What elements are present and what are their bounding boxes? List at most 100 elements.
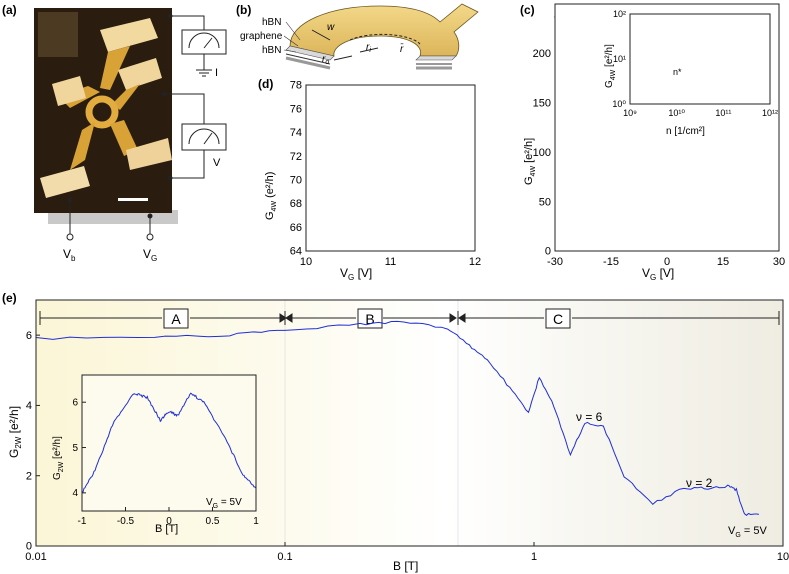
- c-ylabel: G4W [e²/h]: [523, 138, 537, 185]
- e-inset-xlabel: B [T]: [155, 523, 178, 535]
- voltmeter-icon: [181, 123, 227, 151]
- scale-bar: [118, 198, 148, 201]
- c-inset-ytick-label: 10⁰: [612, 99, 626, 109]
- panel-b-label: (b): [236, 3, 251, 17]
- current-label: I: [215, 67, 218, 79]
- region-a-label: A: [171, 311, 181, 327]
- layer-bottom-label: hBN: [262, 45, 281, 56]
- panel-c-label: (c): [520, 3, 535, 17]
- c-main-ytick-label: 100: [533, 147, 551, 159]
- c-main-xtick-label: 0: [664, 256, 670, 268]
- d-ytick-label: 70: [290, 175, 302, 187]
- c-inset-xtick-label: 10¹²: [762, 108, 778, 118]
- e-main-ytick-label: 6: [26, 330, 32, 342]
- d-ytick-label: 66: [290, 222, 302, 234]
- c-inset-ytick-label: 10¹: [613, 54, 626, 64]
- e-main-xtick-label: 0.01: [25, 551, 46, 563]
- c-main-ytick-label: 0: [545, 246, 551, 258]
- panel-e-label: (e): [2, 291, 17, 305]
- c-main-xtick-label: -30: [547, 256, 563, 268]
- chart-c-inset: 10⁹ 10¹⁰ 10¹¹ 10¹² 10⁰ 10¹ 10²: [612, 9, 778, 118]
- r-label: r̄: [400, 42, 404, 55]
- device-contacts: [38, 12, 172, 201]
- chart-e-inset: -1 -0.5 0 0.5 1 4 5 6: [72, 374, 259, 527]
- panel-b: (b) hBN graphene hBN w ri ro r̄: [236, 3, 479, 70]
- nu6-label: ν = 6: [576, 410, 603, 424]
- ammeter-icon: [181, 29, 227, 55]
- region-b-label: B: [365, 311, 374, 327]
- e-main-series-0: [35, 320, 759, 516]
- ring-schematic: [285, 3, 479, 70]
- d-ytick-label: 76: [290, 103, 302, 115]
- d-ytick-label: 72: [290, 151, 302, 163]
- d-xtick-label: 11: [385, 256, 396, 268]
- region-c-label: C: [553, 311, 563, 327]
- e-xlabel: B [T]: [393, 559, 418, 573]
- panel-a-label: (a): [2, 3, 17, 17]
- e-main-xtick-label: 0.1: [277, 551, 292, 563]
- vg-label: VG: [143, 247, 157, 263]
- c-xlabel: VG [V]: [642, 266, 674, 282]
- c-inset-xtick-label: 10⁹: [623, 108, 637, 118]
- c-inset-xtick-label: 10¹¹: [715, 108, 731, 118]
- d-ytick-label: 64: [290, 246, 302, 258]
- panel-d-label: (d): [258, 77, 273, 91]
- e-main-ytick-label: 2: [26, 470, 32, 482]
- c-main-xtick-label: 30: [773, 256, 785, 268]
- e-vg-label: VG = 5V: [728, 525, 767, 539]
- c-main-ytick-label: 200: [533, 48, 551, 60]
- region-markers: [39, 311, 780, 325]
- e-inset-xtick-label: -1: [78, 516, 87, 527]
- e-inset-ytick-label: 6: [72, 398, 78, 409]
- width-label: w: [327, 22, 335, 33]
- c-main-xtick-label: 15: [717, 256, 729, 268]
- e-main-ytick-label: 4: [26, 400, 32, 412]
- d-frame: [305, 84, 476, 252]
- e-inset-frame: [81, 374, 257, 512]
- voltage-label: V: [213, 157, 221, 169]
- d-xlabel: VG [V]: [340, 266, 372, 282]
- layer-graphene-label: graphene: [240, 31, 283, 42]
- d-xtick-label: 12: [469, 256, 481, 268]
- sample-base: [48, 210, 178, 224]
- e-inset-background: [82, 375, 256, 511]
- c-inset-ylabel: G4W [e²/h]: [604, 44, 617, 88]
- ro-label: ro: [322, 54, 329, 66]
- panel-a: (a): [2, 3, 227, 263]
- panel-c: (c) -30 -15 0 15 30 0 50 100 150 200 VG [V] G4W […: [520, 3, 785, 282]
- c-main-xtick-label: -15: [603, 256, 619, 268]
- c-main-ytick-label: 50: [539, 196, 551, 208]
- e-ylabel: G2W [e²/h]: [7, 406, 23, 458]
- e-main-xtick-label: 1: [531, 551, 537, 563]
- e-inset-ylabel: G2W [e²/h]: [52, 436, 65, 480]
- circuit-wires: [164, 15, 205, 179]
- nu2-label: ν = 2: [686, 476, 713, 490]
- c-main-ytick-label: 150: [533, 97, 551, 109]
- d-ytick-label: 74: [290, 127, 302, 139]
- c-inset-xlabel: n [1/cm²]: [666, 126, 705, 137]
- c-inset-ytick-label: 10²: [613, 9, 626, 19]
- e-inset-xtick-label: -0.5: [117, 516, 135, 527]
- c-inset-frame: [629, 13, 771, 105]
- panel-d: (d) 10 11 12 64 66 68 70 72 74 76 78 VG [V] G4W (e…: [258, 77, 481, 282]
- e-inset-xtick-label: 0: [166, 516, 172, 527]
- e-inset-xtick-label: 1: [253, 516, 259, 527]
- e-inset-ytick-label: 4: [72, 488, 78, 499]
- d-ytick-label: 68: [290, 198, 302, 210]
- ri-label: ri: [366, 42, 371, 54]
- d-ytick-label: 78: [290, 80, 302, 92]
- e-inset-ytick-label: 5: [72, 443, 78, 454]
- c-inset-annotation: n*: [673, 67, 682, 77]
- e-main-xtick-label: 10: [777, 551, 789, 563]
- e-main-ytick-label: 0: [26, 541, 32, 553]
- layer-top-label: hBN: [262, 17, 281, 28]
- d-ylabel: G4W (e²/h): [264, 172, 278, 220]
- e-inset-xtick-label: 0.5: [206, 516, 220, 527]
- e-main-frame: [35, 299, 784, 547]
- vb-label: Vb: [63, 247, 76, 263]
- e-inset-series-0: [81, 392, 257, 493]
- d-xtick-label: 10: [300, 256, 312, 268]
